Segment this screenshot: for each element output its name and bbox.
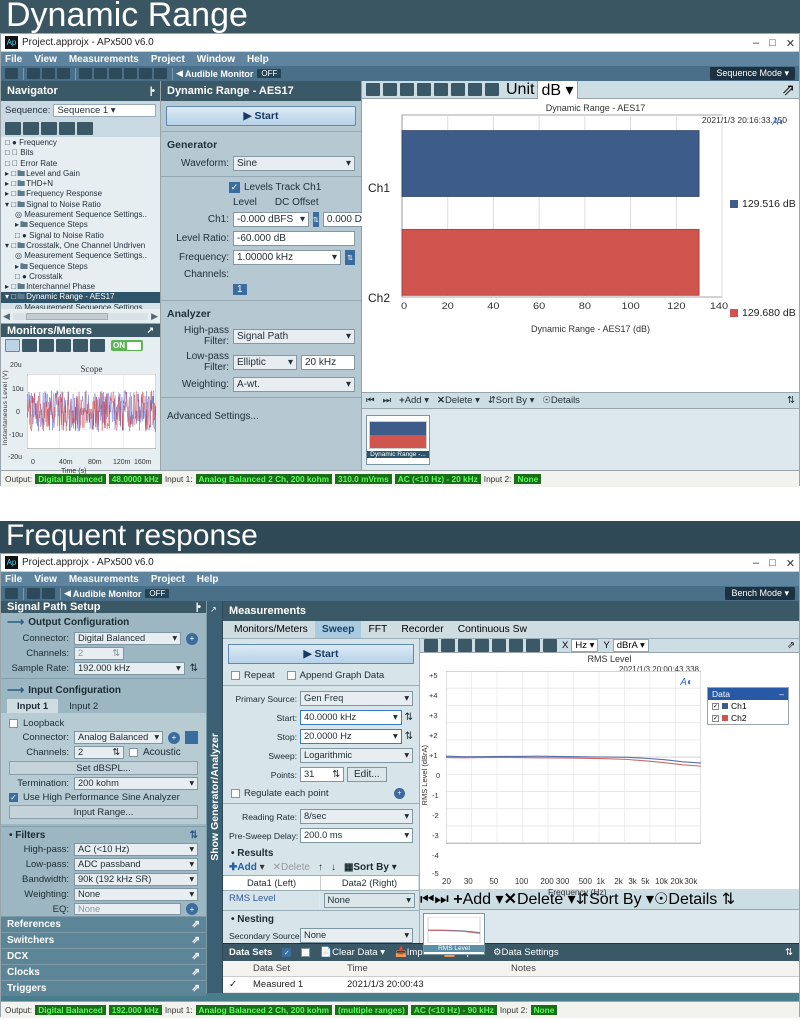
svg-text:120: 120	[667, 302, 686, 312]
svg-text:80: 80	[579, 302, 592, 312]
svg-text:100: 100	[621, 302, 640, 312]
svg-text:20: 20	[442, 302, 455, 312]
svg-text:60: 60	[533, 302, 546, 312]
svg-text:40: 40	[487, 302, 500, 312]
svg-text:0: 0	[401, 302, 407, 312]
svg-text:140: 140	[710, 302, 729, 312]
